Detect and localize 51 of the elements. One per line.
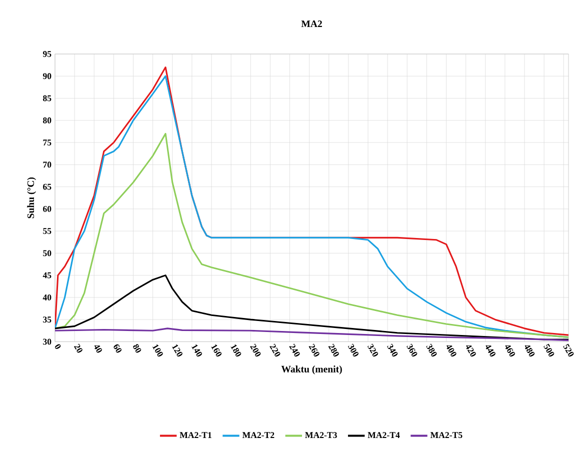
x-tick-label: 480: [524, 346, 535, 357]
x-tick-label: 340: [387, 344, 398, 357]
x-tick-label: 140: [192, 344, 202, 357]
y-tick-label: 35: [43, 316, 52, 323]
y-axis-title: Suhu (°C): [27, 178, 36, 218]
legend-label: MA2-T2: [242, 432, 274, 438]
x-tick-label: 460: [505, 346, 515, 357]
x-tick-label: 420: [466, 346, 476, 357]
x-tick-label: 180: [230, 344, 242, 357]
x-tick-label: 240: [289, 344, 300, 357]
line-series: [54, 328, 569, 342]
y-tick-label: 80: [43, 118, 52, 124]
x-tick-label: 120: [172, 344, 182, 357]
y-tick-label: 70: [43, 162, 52, 168]
x-tick-label: 320: [368, 344, 378, 357]
y-tick-label: 75: [43, 140, 52, 146]
y-tick-label: 55: [43, 228, 52, 234]
y-tick-label: 85: [43, 96, 52, 102]
x-tick-label: 100: [152, 344, 163, 357]
x-tick-label: 0: [54, 344, 61, 350]
x-axis-title: Waktu (menit): [281, 366, 342, 375]
legend-label: MA2-T5: [430, 432, 462, 438]
x-tick-label: 520: [563, 344, 574, 357]
x-tick-label: 280: [328, 344, 339, 357]
y-tick-label: 45: [42, 272, 52, 279]
x-tick-label: 80: [133, 344, 142, 353]
legend-label: MA2-T3: [305, 432, 337, 438]
y-tick-label: 50: [43, 250, 52, 256]
x-tick-label: 60: [114, 344, 122, 353]
x-tick-label: 400: [446, 346, 456, 357]
x-tick-label: 380: [426, 344, 437, 357]
y-tick-label: 90: [42, 73, 52, 80]
y-tick-label: 30: [43, 338, 52, 345]
x-tick-label: 200: [250, 344, 261, 357]
x-tick-label: 260: [308, 344, 320, 357]
x-tick-label: 300: [348, 344, 358, 357]
legend-label: MA2-T1: [180, 432, 212, 438]
x-tick-label: 40: [94, 346, 102, 353]
x-tick-label: 160: [211, 344, 222, 357]
y-tick-label: 95: [42, 51, 52, 58]
y-tick-label: 60: [43, 206, 52, 212]
y-tick-label: 40: [42, 294, 52, 301]
x-tick-label: 360: [406, 344, 418, 357]
x-tick-label: 20: [74, 344, 82, 353]
y-tick-label: 65: [43, 184, 52, 190]
x-tick-label: 220: [270, 344, 280, 357]
line-series: [54, 133, 569, 338]
x-tick-label: 440: [486, 346, 496, 357]
x-tick-label: 500: [544, 344, 554, 357]
legend-label: MA2-T4: [368, 432, 400, 438]
chart-title: MA2: [301, 20, 322, 28]
